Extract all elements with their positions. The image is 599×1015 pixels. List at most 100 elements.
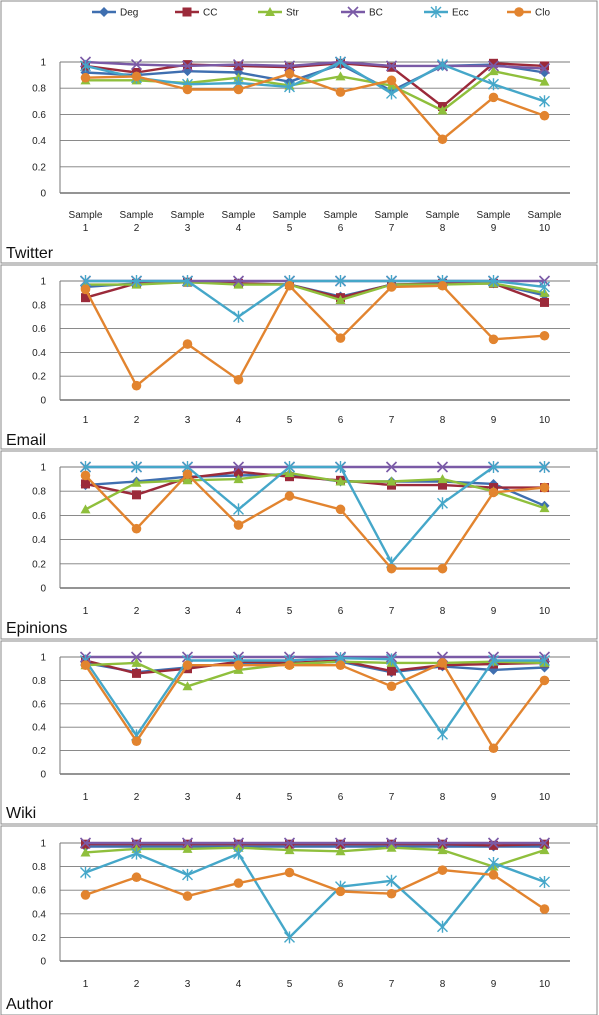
data-point <box>386 476 397 486</box>
data-point <box>285 62 294 72</box>
y-tick-label: 0.4 <box>32 348 46 359</box>
data-point <box>131 380 142 391</box>
y-tick-label: 0.2 <box>32 162 46 173</box>
data-point <box>539 280 550 293</box>
data-point <box>233 374 244 385</box>
data-point <box>539 95 550 108</box>
y-tick-label: 0 <box>40 770 46 781</box>
data-point <box>130 837 143 849</box>
series-bc <box>79 56 551 75</box>
x-tick-label: 9 <box>491 415 497 426</box>
data-point <box>284 461 295 473</box>
data-point <box>335 476 346 486</box>
legend-label: Clo <box>535 8 550 19</box>
data-point <box>539 461 550 473</box>
data-point <box>437 280 448 291</box>
data-point <box>284 280 295 291</box>
x-tick-label: 3 <box>185 979 191 990</box>
data-point <box>131 461 142 473</box>
data-point <box>488 654 499 667</box>
data-point <box>233 503 244 516</box>
data-point <box>80 660 91 670</box>
data-point <box>335 56 346 68</box>
series-clo <box>80 865 550 914</box>
series-clo <box>80 469 550 574</box>
legend-item-deg: Deg <box>92 7 138 19</box>
y-tick-label: 1 <box>40 58 46 69</box>
y-tick-label: 1 <box>40 653 46 664</box>
data-point <box>233 660 244 670</box>
data-point <box>80 504 91 514</box>
data-point <box>79 837 92 849</box>
x-tick-label: 1 <box>83 606 89 617</box>
x-tick-label: Sample 6 <box>324 210 358 234</box>
data-point <box>131 872 142 883</box>
data-point <box>232 837 245 849</box>
data-point <box>183 60 192 70</box>
panel-title: Twitter <box>6 245 54 262</box>
data-point <box>182 84 193 95</box>
legend-swatch-marker <box>514 7 524 17</box>
x-tick-label: 4 <box>236 606 242 617</box>
x-tick-label: Sample 2 <box>120 210 154 234</box>
legend-item-bc: BC <box>341 6 383 19</box>
data-point <box>539 904 550 914</box>
x-tick-label: Sample 9 <box>477 210 511 234</box>
legend-label: Ecc <box>452 8 469 19</box>
data-point <box>386 888 397 899</box>
series-line <box>85 465 545 564</box>
x-tick-label: Sample 8 <box>426 210 460 234</box>
legend-swatch-marker <box>182 7 192 17</box>
x-tick-label: Sample 5 <box>273 210 307 234</box>
x-tick-label: 6 <box>338 606 344 617</box>
data-point <box>488 78 499 91</box>
x-tick-label: 10 <box>539 606 551 617</box>
data-point <box>80 866 91 879</box>
data-point <box>182 275 193 287</box>
series-line <box>84 661 546 750</box>
x-tick-label: 9 <box>491 606 497 617</box>
y-tick-label: 1 <box>40 463 46 474</box>
x-tick-label: 7 <box>389 606 395 617</box>
x-tick-label: 9 <box>491 979 497 990</box>
data-point <box>386 681 397 692</box>
data-point <box>487 837 500 849</box>
data-point <box>80 847 91 857</box>
data-point <box>539 845 550 855</box>
data-point <box>233 84 244 95</box>
data-point <box>386 282 397 292</box>
data-point <box>181 60 194 72</box>
data-point <box>488 461 499 473</box>
x-tick-label: 6 <box>338 415 344 426</box>
x-tick-label: 2 <box>134 792 140 803</box>
data-point <box>284 931 295 944</box>
data-point <box>489 840 498 850</box>
panel-frame <box>0 264 598 450</box>
data-point <box>437 920 448 933</box>
y-tick-label: 0.4 <box>32 535 46 546</box>
y-tick-label: 0.8 <box>32 487 46 498</box>
y-tick-label: 0.2 <box>32 372 46 383</box>
x-tick-label: 8 <box>440 606 446 617</box>
panel-title: Email <box>6 432 46 449</box>
panel-frame <box>0 0 598 264</box>
x-tick-label: 7 <box>389 979 395 990</box>
data-point <box>437 658 448 668</box>
data-point <box>488 275 499 287</box>
x-tick-label: 3 <box>185 792 191 803</box>
data-point <box>437 728 448 741</box>
y-tick-label: 0.2 <box>32 933 46 944</box>
legend-label: Str <box>286 8 299 19</box>
x-tick-label: 6 <box>338 979 344 990</box>
series-line <box>85 72 545 141</box>
series-line <box>85 62 545 108</box>
panel-wiki: 0 0.2 0.4 0.6 0.8 1 1 2 3 4 5 6 7 8 9 10 Wiki <box>0 640 598 825</box>
y-tick-label: 0.6 <box>32 110 46 121</box>
panel-title: Epinions <box>6 620 67 637</box>
y-tick-label: 0.4 <box>32 909 46 920</box>
data-point <box>386 75 397 86</box>
data-point <box>387 666 396 676</box>
data-point <box>233 279 244 289</box>
x-tick-label: 3 <box>185 415 191 426</box>
